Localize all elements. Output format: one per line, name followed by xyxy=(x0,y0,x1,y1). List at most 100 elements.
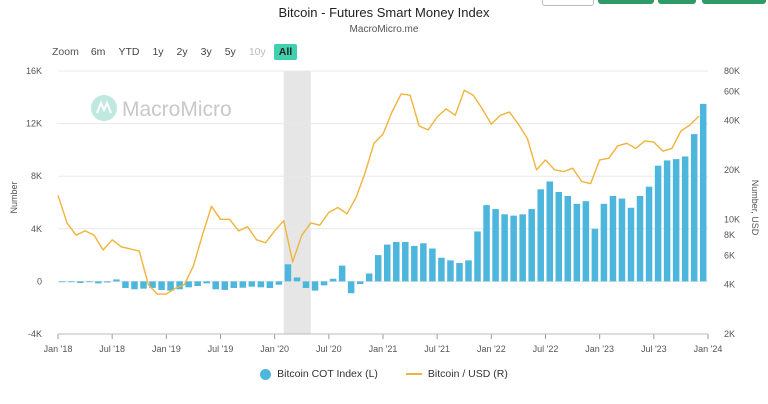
y-right-tick-label: 4K xyxy=(724,280,735,290)
cot-bar xyxy=(302,281,310,288)
cot-bar xyxy=(582,201,590,282)
legend-price-label: Bitcoin / USD (R) xyxy=(427,368,508,380)
x-tick-label: Jan '22 xyxy=(477,344,506,354)
x-tick-label: Jul '23 xyxy=(641,344,667,354)
cot-bar xyxy=(284,264,292,282)
cot-bar xyxy=(618,198,626,282)
cot-bar xyxy=(564,195,572,282)
top-toolbar-button[interactable] xyxy=(658,0,696,4)
cot-bar xyxy=(672,159,680,282)
zoom-5y-button[interactable]: 5y xyxy=(224,46,236,58)
y-left-tick-label: 16K xyxy=(26,66,42,76)
y-right-tick-label: 2K xyxy=(724,329,735,339)
top-toolbar-button[interactable] xyxy=(542,0,594,6)
legend-item-price[interactable]: Bitcoin / USD (R) xyxy=(405,368,508,380)
cot-bar xyxy=(95,281,102,284)
top-toolbar-button[interactable] xyxy=(598,0,654,4)
zoom-6m-button[interactable]: 6m xyxy=(90,46,106,58)
cot-bar xyxy=(356,281,364,285)
y-right-tick-label: 8K xyxy=(724,230,735,240)
x-tick-label: Jan '19 xyxy=(152,344,181,354)
watermark-text: MacroMicro xyxy=(122,98,232,121)
cot-bar xyxy=(627,207,635,282)
cot-bar xyxy=(393,241,400,282)
y-right-tick-label: 60K xyxy=(724,87,740,97)
legend-item-cot[interactable]: Bitcoin COT Index (L) xyxy=(260,368,378,380)
x-tick-label: Jul '22 xyxy=(533,344,559,354)
cot-bar xyxy=(167,281,174,291)
cot-bar xyxy=(429,248,436,282)
cot-bar xyxy=(248,281,256,287)
x-tick-label: Jul '18 xyxy=(99,344,125,354)
zoom-10y-button: 10y xyxy=(248,46,266,58)
cot-bar xyxy=(131,281,138,290)
cot-bar xyxy=(293,277,301,282)
cot-bar xyxy=(447,260,454,282)
legend-cot-label: Bitcoin COT Index (L) xyxy=(277,368,378,380)
y-right-axis-title: Number, USD xyxy=(750,180,760,236)
cot-bar xyxy=(492,209,499,282)
y-right-tick-label: 20K xyxy=(724,165,740,175)
cot-bar xyxy=(690,134,698,282)
cot-bar xyxy=(411,245,418,282)
cot-bars xyxy=(59,103,707,294)
cot-bar xyxy=(257,281,265,288)
cot-bar xyxy=(68,281,75,283)
zoom-3y-button[interactable]: 3y xyxy=(200,46,212,58)
cot-bar xyxy=(194,281,201,287)
cot-bar xyxy=(239,281,247,288)
zoom-2y-button[interactable]: 2y xyxy=(176,46,188,58)
cot-bar xyxy=(104,281,111,283)
cot-bar xyxy=(591,228,599,282)
cot-bar xyxy=(374,255,382,282)
cot-bar xyxy=(149,281,156,288)
cot-bar xyxy=(474,231,481,282)
cot-bar xyxy=(456,262,463,282)
cot-bar xyxy=(384,244,391,282)
shaded-band xyxy=(283,71,311,334)
top-toolbar-button[interactable] xyxy=(702,0,766,4)
cot-bar xyxy=(185,281,192,288)
y-left-axis-title: Number xyxy=(9,181,19,213)
chart-title: Bitcoin - Futures Smart Money Index xyxy=(278,5,490,20)
cot-bar xyxy=(600,203,608,282)
y-left-tick-label: 8K xyxy=(31,171,42,181)
cot-bar xyxy=(573,203,581,282)
x-tick-label: Jan '24 xyxy=(694,344,723,354)
y-right-tick-label: 40K xyxy=(724,115,740,125)
zoom-bar: Zoom 6m YTD 1y 2y 3y 5y 10y All xyxy=(52,44,300,60)
cot-bar xyxy=(221,281,228,290)
cot-bar xyxy=(483,205,490,282)
y-left-tick-label: -4K xyxy=(28,329,42,339)
y-left-tick-label: 4K xyxy=(31,224,42,234)
cot-bar xyxy=(681,156,689,282)
zoom-all-button[interactable]: All xyxy=(273,44,298,60)
x-tick-label: Jan '23 xyxy=(585,344,614,354)
x-tick-label: Jan '21 xyxy=(369,344,398,354)
cot-bar xyxy=(212,281,219,290)
zoom-label: Zoom xyxy=(52,46,79,58)
cot-bar xyxy=(546,181,553,282)
zoom-1y-button[interactable]: 1y xyxy=(152,46,164,58)
cot-bar xyxy=(311,281,319,291)
cot-bar xyxy=(654,165,662,282)
cot-bar xyxy=(176,281,183,290)
price-line-group xyxy=(57,89,700,295)
cot-bar xyxy=(77,281,84,283)
cot-bar xyxy=(230,281,238,288)
y-left-tick-label: 0 xyxy=(37,276,42,286)
legend-price-line-icon xyxy=(405,373,422,375)
cot-bar xyxy=(365,273,373,282)
cot-bar xyxy=(645,186,653,282)
price-line xyxy=(57,89,700,295)
zoom-ytd-button[interactable]: YTD xyxy=(118,46,140,58)
cot-bar xyxy=(203,281,210,284)
cot-bar xyxy=(59,281,66,283)
x-tick-label: Jul '20 xyxy=(316,344,342,354)
cot-bar xyxy=(510,215,517,282)
y-right-tick-label: 6K xyxy=(724,251,735,261)
y-right-tick-label: 80K xyxy=(724,66,740,76)
chart-subtitle: MacroMicro.me xyxy=(349,24,419,35)
cot-bar xyxy=(329,278,337,282)
cot-bar xyxy=(86,281,93,283)
